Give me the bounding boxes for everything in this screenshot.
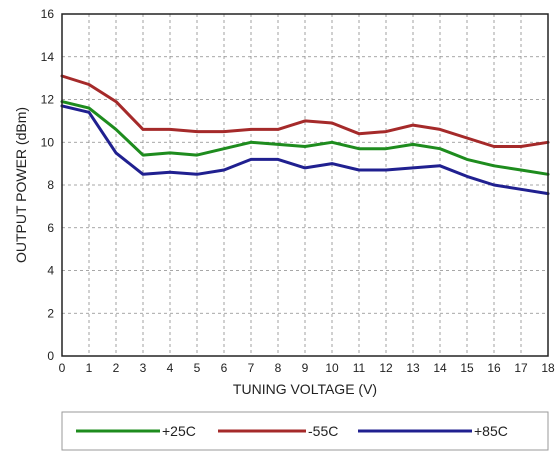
legend-label: +85C xyxy=(474,423,508,439)
legend: +25C -55C +85C xyxy=(61,411,549,451)
y-tick-label: 0 xyxy=(47,349,54,363)
x-tick-label: 14 xyxy=(433,361,447,375)
x-tick-label: 12 xyxy=(379,361,393,375)
x-tick-label: 10 xyxy=(325,361,339,375)
legend-label: +25C xyxy=(162,423,196,439)
tick-labels: 0 1 2 3 4 5 6 7 8 9 10 11 12 13 14 15 16 17 18024681012141… xyxy=(41,7,555,375)
x-tick-label: 8 xyxy=(275,361,282,375)
x-tick-label: 16 xyxy=(487,361,501,375)
x-axis-title: TUNING VOLTAGE (V) xyxy=(233,381,377,397)
x-tick-label: 1 xyxy=(86,361,93,375)
series-line-2 xyxy=(60,104,550,196)
y-tick-label: 14 xyxy=(41,50,55,64)
y-tick-label: 10 xyxy=(41,135,55,149)
plot-frame xyxy=(61,13,549,357)
y-tick-label: 6 xyxy=(47,221,54,235)
x-tick-label: 17 xyxy=(514,361,528,375)
x-tick-label: 0 xyxy=(59,361,66,375)
y-axis-title: OUTPUT POWER (dBm) xyxy=(13,107,29,263)
x-tick-label: 11 xyxy=(353,361,366,375)
x-tick-label: 5 xyxy=(194,361,201,375)
legend-label: -55C xyxy=(308,423,338,439)
series-line-1 xyxy=(60,74,550,148)
x-tick-label: 7 xyxy=(248,361,255,375)
x-tick-label: 15 xyxy=(460,361,474,375)
grid xyxy=(62,14,548,356)
y-tick-label: 8 xyxy=(47,178,54,192)
x-tick-label: 18 xyxy=(541,361,555,375)
x-tick-label: 13 xyxy=(406,361,420,375)
x-tick-label: 9 xyxy=(302,361,309,375)
y-tick-label: 12 xyxy=(41,93,55,107)
x-tick-label: 3 xyxy=(140,361,147,375)
y-tick-label: 16 xyxy=(41,7,55,21)
y-tick-label: 4 xyxy=(47,264,54,278)
x-tick-label: 4 xyxy=(167,361,174,375)
x-tick-label: 6 xyxy=(221,361,228,375)
series-line-0 xyxy=(60,100,550,176)
x-tick-label: 2 xyxy=(113,361,120,375)
series-group xyxy=(60,74,550,196)
y-tick-label: 2 xyxy=(47,306,54,320)
